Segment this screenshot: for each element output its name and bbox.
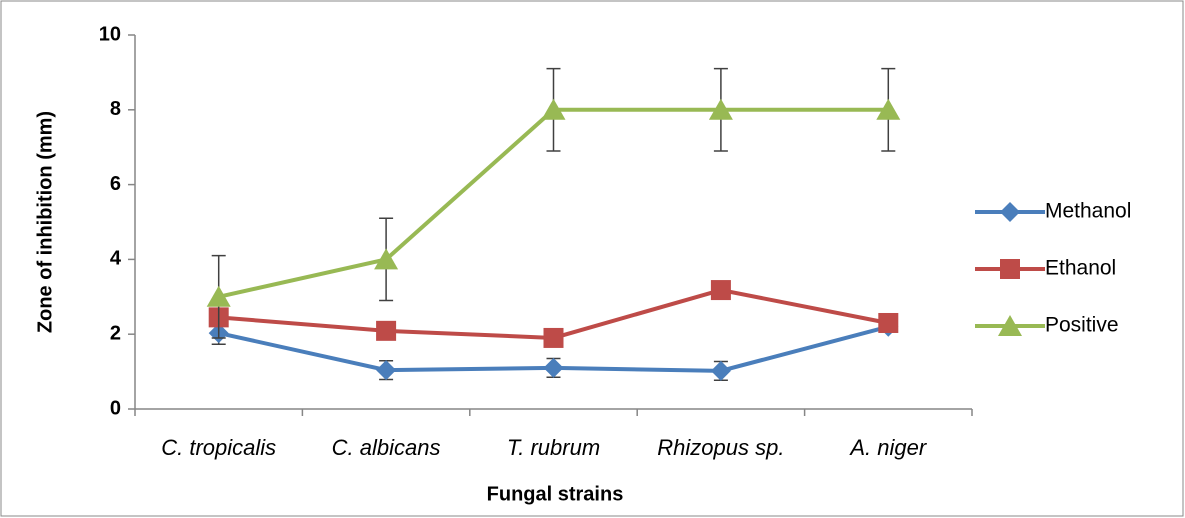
marker — [1000, 259, 1020, 279]
y-tick-label: 0 — [110, 397, 121, 419]
x-tick-label: C. albicans — [332, 435, 441, 460]
x-tick-label: C. tropicalis — [161, 435, 276, 460]
x-tick-label: A. niger — [848, 435, 927, 460]
y-tick-label: 8 — [110, 98, 121, 120]
marker — [710, 280, 731, 301]
y-axis-label: Zone of inhibition (mm) — [34, 111, 56, 333]
marker — [876, 98, 901, 120]
y-tick-label: 2 — [110, 322, 121, 344]
legend-label: Ethanol — [1045, 257, 1116, 280]
y-tick-label: 4 — [110, 248, 122, 270]
legend-label: Positive — [1045, 314, 1119, 337]
marker — [376, 320, 397, 341]
marker — [374, 248, 399, 270]
marker — [543, 357, 564, 378]
y-tick-label: 10 — [99, 23, 121, 45]
marker — [206, 285, 231, 307]
marker — [878, 312, 899, 333]
marker — [1000, 202, 1020, 222]
legend-label: Methanol — [1045, 200, 1131, 223]
marker — [543, 327, 564, 348]
x-axis-label: Fungal strains — [487, 483, 624, 505]
x-tick-label: Rhizopus sp. — [657, 435, 784, 460]
marker — [998, 315, 1022, 336]
marker — [541, 98, 566, 120]
marker — [376, 360, 397, 381]
y-tick-label: 6 — [110, 173, 121, 195]
marker — [708, 98, 733, 120]
marker — [710, 360, 731, 381]
x-tick-label: T. rubrum — [507, 435, 600, 460]
